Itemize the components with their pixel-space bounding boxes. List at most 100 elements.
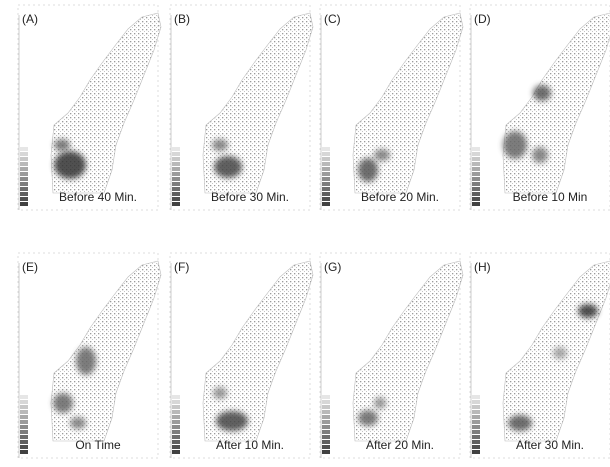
panel-label: (F) — [174, 260, 189, 274]
intensity-blob — [503, 131, 527, 159]
map-panel: (C) Before 20 Min. — [319, 4, 464, 211]
legend-swatch — [322, 182, 330, 186]
legend-swatch — [472, 400, 480, 404]
legend-swatch — [322, 435, 330, 439]
panel-caption: Before 30 Min. — [211, 190, 289, 204]
intensity-blob — [533, 85, 551, 101]
map-panel: (E) On Time — [17, 252, 162, 459]
legend-swatch — [172, 400, 180, 404]
legend-swatch — [472, 410, 480, 414]
map-panel: (D) Before 10 Min — [469, 4, 610, 211]
map-panel: (A) Before 40 Min. — [17, 4, 162, 211]
legend-swatch — [322, 187, 330, 191]
intensity-blob — [532, 147, 548, 163]
map-panel: (F) After 10 Min. — [169, 252, 314, 459]
legend-swatch — [322, 147, 330, 151]
legend-swatch — [472, 445, 480, 449]
legend-swatch — [20, 157, 28, 161]
legend-swatch — [322, 405, 330, 409]
intensity-blob — [374, 149, 390, 161]
legend-swatch — [172, 167, 180, 171]
legend-swatch — [172, 182, 180, 186]
legend-swatch — [20, 415, 28, 419]
legend-swatch — [172, 415, 180, 419]
legend-swatch — [172, 147, 180, 151]
legend-swatch — [172, 202, 180, 206]
legend-swatch — [20, 395, 28, 399]
legend-swatch — [172, 152, 180, 156]
legend-swatch — [172, 405, 180, 409]
legend-swatch — [172, 197, 180, 201]
legend-swatch — [322, 167, 330, 171]
legend-swatch — [172, 187, 180, 191]
legend-swatch — [472, 152, 480, 156]
legend-swatch — [322, 172, 330, 176]
legend-swatch — [172, 420, 180, 424]
panel-caption: After 20 Min. — [366, 438, 434, 452]
panel-frame — [319, 252, 461, 459]
intensity-blob — [54, 151, 86, 179]
legend-swatch — [472, 172, 480, 176]
panel-label: (B) — [174, 12, 190, 26]
legend-swatch — [472, 147, 480, 151]
legend-swatch — [322, 445, 330, 449]
map-panel: (G) After 20 Min. — [319, 252, 464, 459]
intensity-blob — [358, 158, 378, 182]
region-shape — [352, 12, 464, 194]
legend-swatch — [472, 167, 480, 171]
panel-label: (H) — [474, 260, 491, 274]
legend-swatch — [20, 410, 28, 414]
panel-caption: Before 10 Min — [513, 190, 588, 204]
legend-swatch — [472, 415, 480, 419]
legend-swatch — [472, 450, 480, 454]
intensity-blob — [54, 139, 70, 151]
legend-swatch — [172, 430, 180, 434]
legend-swatch — [172, 162, 180, 166]
legend-swatch — [322, 157, 330, 161]
legend-swatch — [472, 182, 480, 186]
legend-swatch — [472, 177, 480, 181]
legend-swatch — [472, 435, 480, 439]
region-shape — [352, 260, 464, 442]
legend-swatch — [20, 425, 28, 429]
legend-swatch — [472, 162, 480, 166]
legend-swatch — [20, 172, 28, 176]
legend-swatch — [322, 202, 330, 206]
panel-label: (E) — [22, 260, 38, 274]
map-panel: (B) Before 30 Min. — [169, 4, 314, 211]
panel-frame — [319, 4, 461, 211]
legend-swatch — [172, 157, 180, 161]
legend-swatch — [172, 172, 180, 176]
legend-swatch — [20, 450, 28, 454]
legend-swatch — [322, 410, 330, 414]
panel-caption: After 30 Min. — [516, 438, 584, 452]
legend-swatch — [322, 197, 330, 201]
panel-caption: On Time — [75, 438, 121, 452]
legend-swatch — [472, 425, 480, 429]
legend-swatch — [20, 435, 28, 439]
region-shape — [202, 260, 314, 442]
legend-swatch — [172, 395, 180, 399]
panel-label: (D) — [474, 12, 491, 26]
legend-swatch — [322, 450, 330, 454]
intensity-blob — [213, 387, 227, 399]
legend-swatch — [172, 440, 180, 444]
legend-swatch — [172, 425, 180, 429]
legend-swatch — [172, 435, 180, 439]
intensity-blob — [212, 139, 228, 151]
region-shape — [50, 260, 162, 442]
legend-swatch — [20, 192, 28, 196]
legend-swatch — [472, 395, 480, 399]
intensity-blob — [216, 411, 248, 431]
legend-swatch — [472, 420, 480, 424]
legend-swatch — [20, 162, 28, 166]
legend-swatch — [322, 152, 330, 156]
legend-swatch — [172, 445, 180, 449]
legend-swatch — [20, 177, 28, 181]
legend-swatch — [172, 450, 180, 454]
legend-swatch — [472, 192, 480, 196]
legend-swatch — [20, 182, 28, 186]
legend-swatch — [172, 410, 180, 414]
region-shape — [50, 12, 162, 194]
